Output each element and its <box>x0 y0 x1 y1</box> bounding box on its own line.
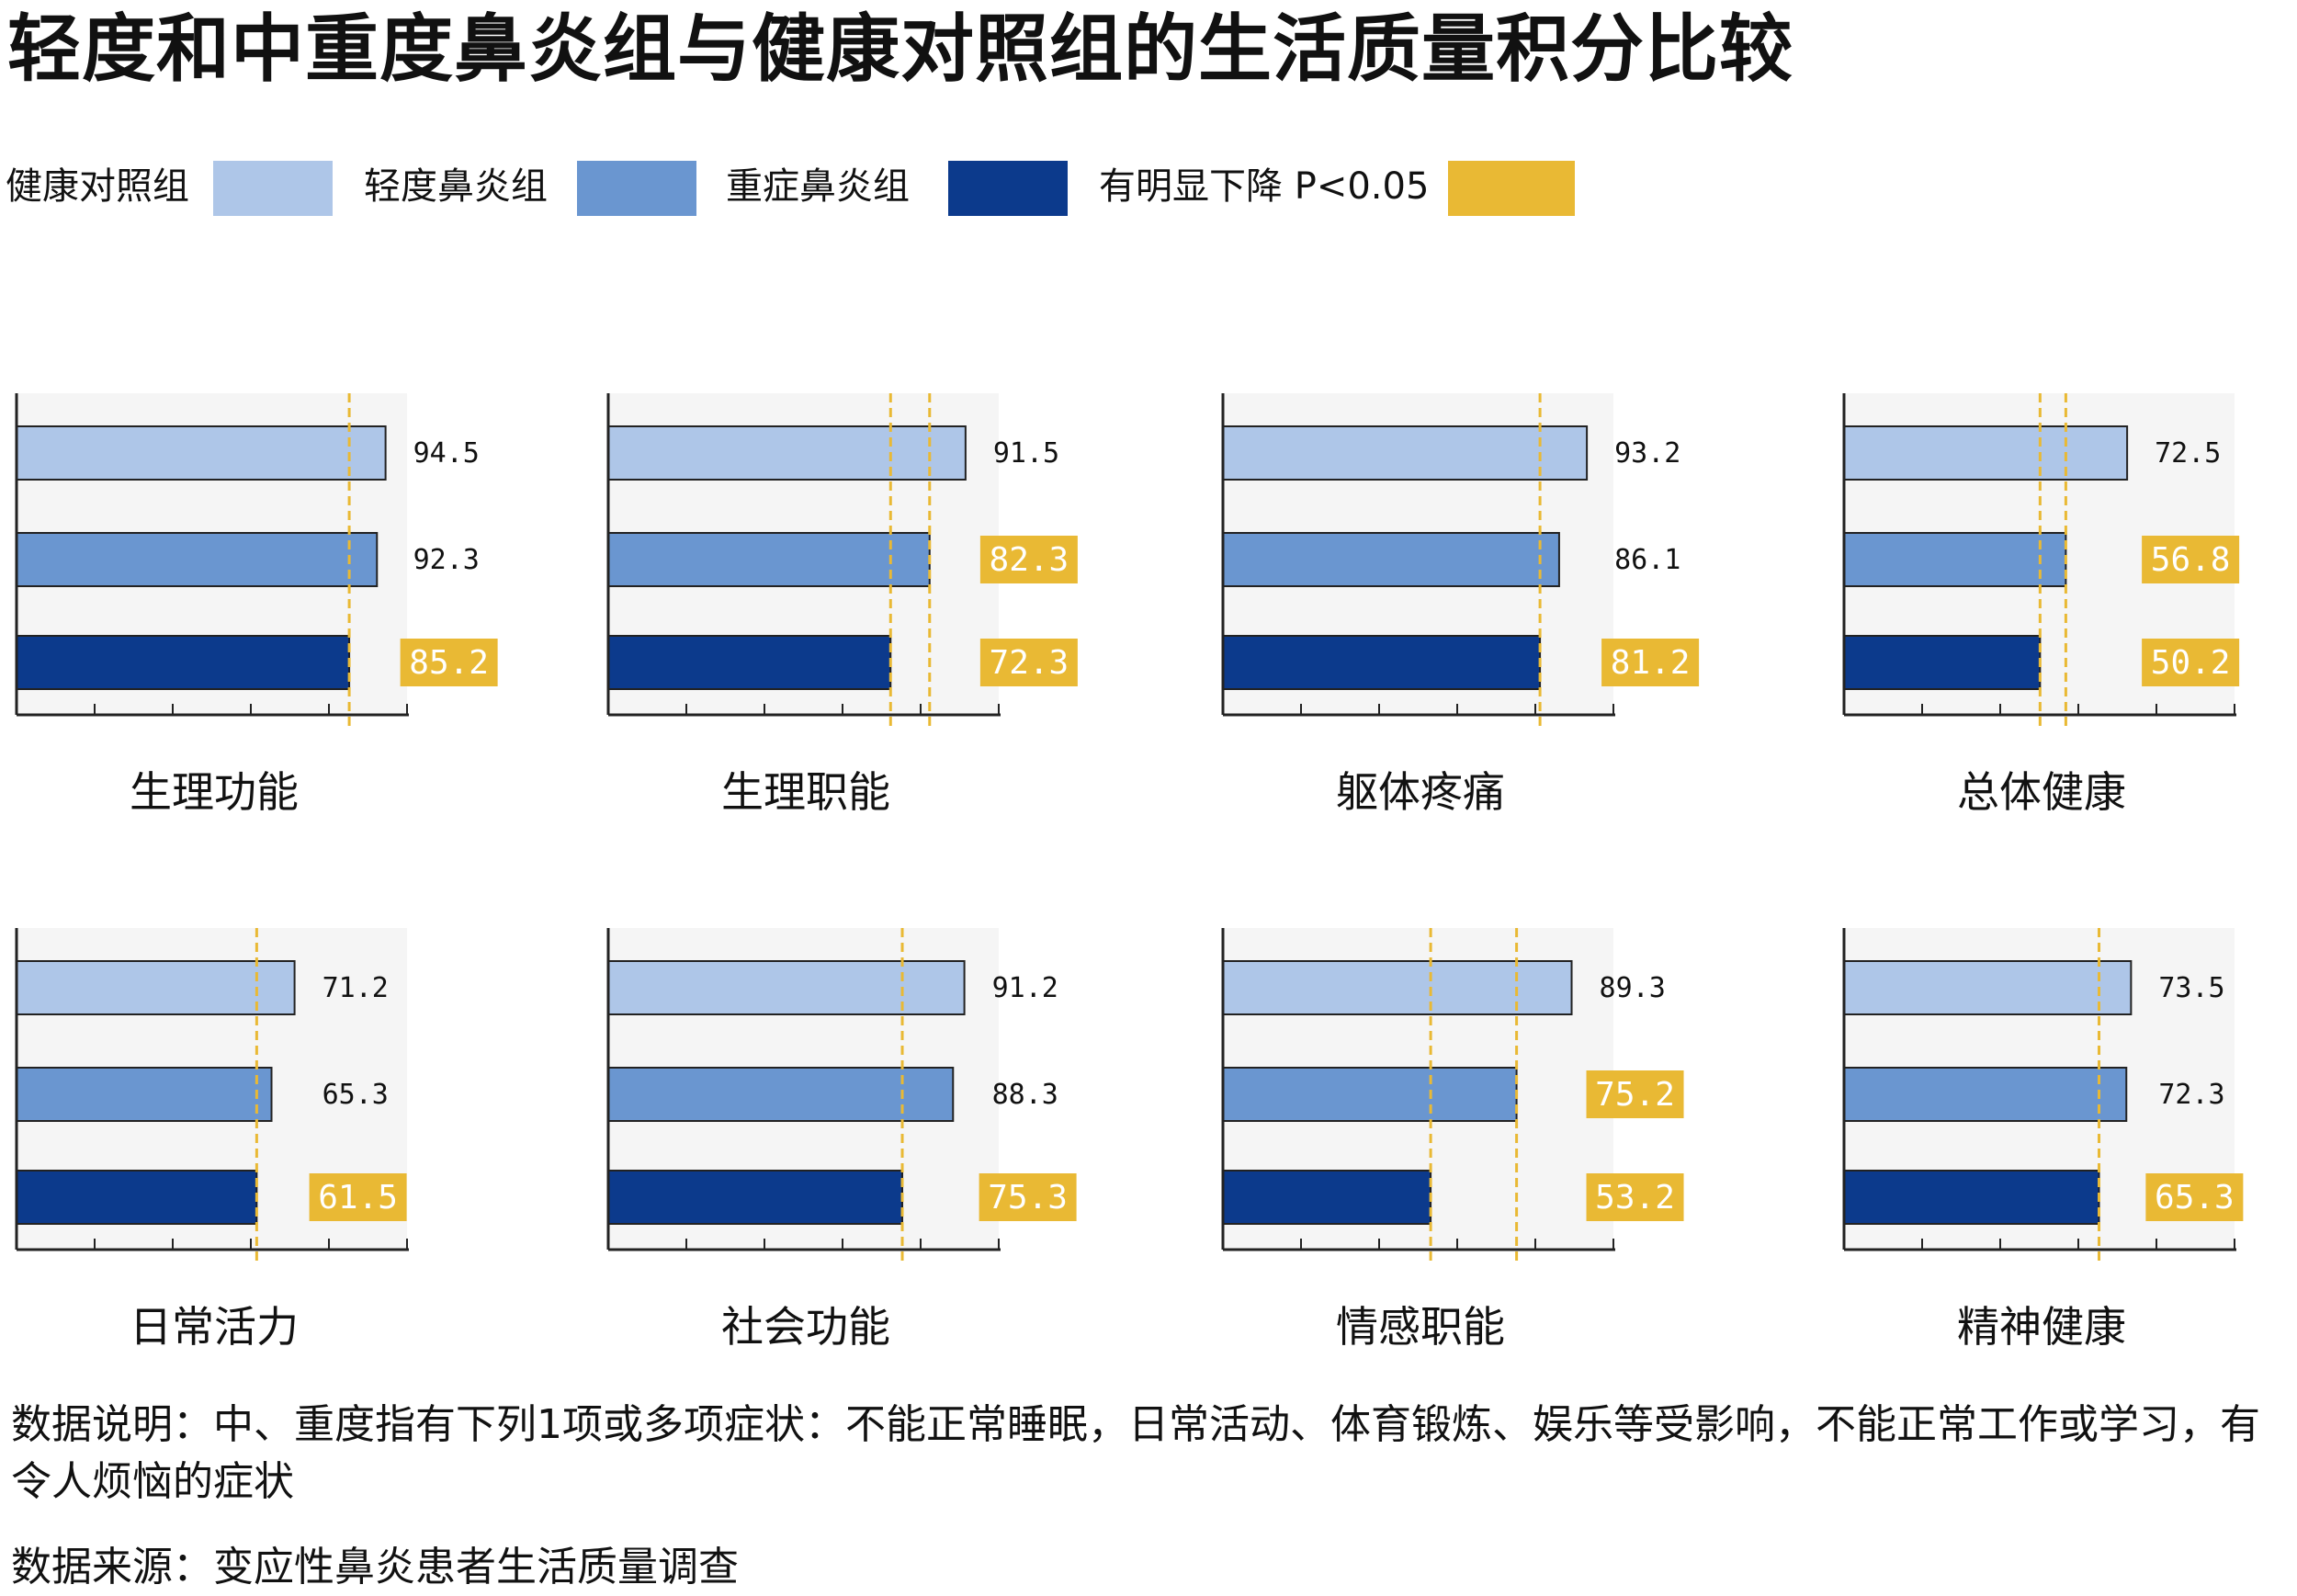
value-label-highlight <box>979 639 1078 686</box>
bar <box>1222 425 1589 481</box>
value-label: 94.5 <box>413 437 480 470</box>
legend-label-mild: 轻度鼻炎组 <box>364 165 548 208</box>
bar <box>1843 635 2042 690</box>
value-label: 50.2 <box>2151 644 2231 682</box>
data-source: 数据来源：变应性鼻炎患者生活质量调查 <box>11 1544 739 1590</box>
value-label: 85.2 <box>409 644 489 682</box>
panel-title: 日常活力 <box>130 1302 299 1352</box>
value-label: 91.2 <box>992 972 1058 1004</box>
bar <box>16 532 379 587</box>
value-label: 75.3 <box>988 1179 1068 1217</box>
page-title: 轻度和中重度鼻炎组与健康对照组的生活质量积分比较 <box>7 6 1793 92</box>
value-label-highlight <box>1586 1070 1684 1118</box>
bar <box>1222 960 1573 1015</box>
panel-title: 精神健康 <box>1957 1302 2126 1352</box>
bar <box>607 635 892 690</box>
bar <box>607 1067 955 1122</box>
bar <box>1843 532 2067 587</box>
legend-label-healthy: 健康对照组 <box>6 165 189 208</box>
legend-label-severe: 重症鼻炎组 <box>726 165 910 208</box>
chart-panel: 72.5 56.8 50.2 总体健康 <box>1842 393 2240 817</box>
value-label: 61.5 <box>318 1179 398 1217</box>
value-label-highlight <box>2142 536 2240 583</box>
bar <box>1222 1067 1518 1122</box>
chart-panel: 73.5 72.3 65.3 精神健康 <box>1842 928 2244 1352</box>
panel-title: 躯体疼痛 <box>1336 767 1505 817</box>
bar <box>1222 635 1542 690</box>
panel-title: 生理职能 <box>721 767 890 817</box>
value-label-highlight <box>2142 639 2240 686</box>
value-label: 56.8 <box>2151 541 2231 579</box>
bar <box>1222 532 1560 587</box>
value-label: 89.3 <box>1600 972 1666 1004</box>
bar <box>607 960 966 1015</box>
bar <box>1843 1170 2100 1225</box>
legend-swatch-healthy <box>213 161 333 216</box>
value-label: 81.2 <box>1611 644 1691 682</box>
value-label-highlight <box>1601 639 1700 686</box>
chart-panel: 94.5 92.3 85.2 生理功能 <box>15 393 498 817</box>
bar <box>607 532 931 587</box>
value-label: 93.2 <box>1614 437 1680 470</box>
legend-swatch-mild <box>577 161 696 216</box>
bar <box>16 1170 258 1225</box>
value-label-highlight <box>309 1173 407 1221</box>
panel-title: 总体健康 <box>1957 767 2126 817</box>
value-label-highlight <box>979 536 1078 583</box>
value-label: 72.5 <box>2155 437 2221 470</box>
value-label: 92.3 <box>413 544 480 576</box>
legend: 健康对照组 轻度鼻炎组 重症鼻炎组 有明显下降 P<0.05 <box>0 147 1654 230</box>
panel-title: 社会功能 <box>721 1302 890 1352</box>
value-label-highlight <box>2145 1173 2244 1221</box>
chart-panel: 71.2 65.3 61.5 日常活力 <box>15 928 409 1352</box>
value-label-highlight <box>1586 1173 1684 1221</box>
value-label: 65.3 <box>322 1079 389 1111</box>
bar <box>607 425 967 481</box>
chart-panel: 93.2 86.1 81.2 躯体疼痛 <box>1221 393 1700 817</box>
value-label: 75.2 <box>1595 1076 1675 1114</box>
value-label-highlight <box>400 639 498 686</box>
value-label: 72.3 <box>990 644 1069 682</box>
panel-title: 情感职能 <box>1336 1302 1505 1352</box>
value-label: 72.3 <box>2158 1079 2224 1111</box>
data-note: 数据说明：中、重度指有下列1项或多项症状：不能正常睡眠，日常活动、体育锻炼、娱乐… <box>11 1401 2260 1505</box>
bar <box>16 425 387 481</box>
chart-panel: 91.5 82.3 72.3 生理职能 <box>606 393 1078 817</box>
bar <box>1843 960 2133 1015</box>
value-label: 91.5 <box>993 437 1059 470</box>
value-label: 65.3 <box>2155 1179 2235 1217</box>
bar <box>1843 425 2129 481</box>
legend-swatch-significant <box>1448 161 1575 216</box>
bar <box>16 1067 273 1122</box>
bar <box>607 1170 904 1225</box>
bar <box>1843 1067 2128 1122</box>
legend-label-significant: 有明显下降 P<0.05 <box>1099 165 1430 208</box>
value-label: 86.1 <box>1614 544 1680 576</box>
bar <box>16 635 351 690</box>
value-label: 71.2 <box>322 972 389 1004</box>
value-label: 82.3 <box>990 541 1069 579</box>
value-label: 88.3 <box>992 1079 1058 1111</box>
value-label: 53.2 <box>1595 1179 1675 1217</box>
legend-swatch-severe <box>948 161 1068 216</box>
chart-panel: 91.2 88.3 75.3 社会功能 <box>606 928 1077 1352</box>
bar <box>16 960 296 1015</box>
value-label: 73.5 <box>2158 972 2224 1004</box>
panel-title: 生理功能 <box>130 767 299 817</box>
chart-panel: 89.3 75.2 53.2 情感职能 <box>1221 928 1684 1352</box>
bar <box>1222 1170 1432 1225</box>
value-label-highlight <box>979 1173 1077 1221</box>
